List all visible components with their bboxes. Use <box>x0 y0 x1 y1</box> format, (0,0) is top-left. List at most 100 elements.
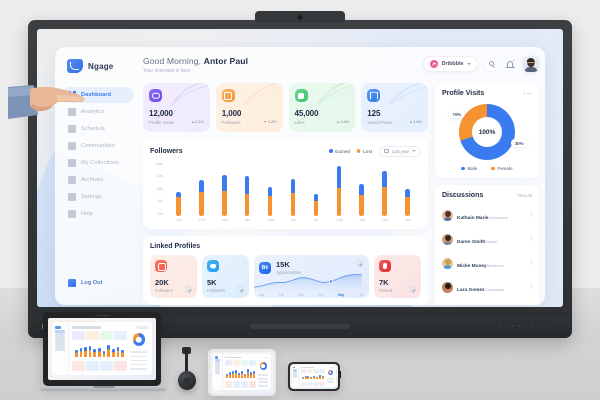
bar-column[interactable] <box>267 162 273 216</box>
behance-expand-button[interactable] <box>356 260 363 267</box>
bar-column[interactable] <box>336 162 342 216</box>
linked-profile-behance[interactable]: Bē 15K Appreciations <box>254 255 369 298</box>
add-profile-button[interactable] <box>185 286 192 293</box>
phone-screen <box>289 363 339 390</box>
discussion-row[interactable]: Micke MuseyMentioned <box>442 251 532 275</box>
period-selector[interactable]: Last year <box>379 145 421 157</box>
add-profile-button[interactable] <box>409 286 416 293</box>
brand-selector[interactable]: Dribbble <box>423 56 478 72</box>
app-logo[interactable]: Ngage <box>62 57 134 73</box>
mini-bar-chart <box>72 341 127 360</box>
y-tick-label: 40K <box>156 199 163 204</box>
discussion-row[interactable]: Lara GomezCommented <box>442 275 532 299</box>
male-percent-badge: 70% <box>449 110 465 118</box>
legend-item-gained: Gained <box>328 149 350 154</box>
bar-column[interactable] <box>382 162 387 216</box>
mini-sidebar <box>52 321 70 376</box>
display-screen: Ngage Dashboard Analytics Schedule <box>37 29 563 307</box>
donut-ring: 100% <box>459 104 515 160</box>
laptop-lid <box>43 312 161 386</box>
discussion-text: Micke MuseyMentioned <box>457 254 527 272</box>
legend-label: Female <box>497 166 513 171</box>
discussion-row[interactable]: Kathain MarieCommented <box>442 203 532 227</box>
mini-stat-cards <box>300 369 326 373</box>
bar-segment-lost <box>290 193 296 216</box>
avatar-body <box>442 241 453 245</box>
sidebar-item-schedule[interactable]: Schedule <box>62 121 134 137</box>
stat-value: 125 <box>367 109 381 118</box>
bar-column[interactable] <box>290 162 296 216</box>
avatar[interactable] <box>523 56 539 72</box>
y-tick-label: 20K <box>156 212 163 216</box>
bar-column[interactable] <box>405 162 410 216</box>
more-dots-icon[interactable] <box>530 259 532 267</box>
bar-column[interactable] <box>359 162 364 216</box>
heart-icon <box>294 89 308 102</box>
avatar <box>442 257 453 269</box>
chart-icon <box>68 108 76 116</box>
discussion-subtitle: Commented <box>484 288 505 292</box>
discussion-row[interactable]: Avatar OoReplied <box>442 299 532 305</box>
stat-trend: 3.4% <box>337 120 349 124</box>
linked-profile-value: 15K <box>276 260 290 269</box>
more-dots-icon[interactable] <box>530 283 532 291</box>
phone-side-button[interactable] <box>339 371 341 378</box>
linked-profiles-card: Linked Profiles 20K Followers <box>143 236 428 305</box>
stat-cards: 12,000 Profile Views 2.1% 1,000 <box>143 83 428 132</box>
donut-legend: Male Female <box>442 166 532 171</box>
dongle-body[interactable] <box>178 371 196 390</box>
more-dots-icon[interactable] <box>523 92 532 95</box>
help-icon <box>68 210 76 218</box>
donut-chart: 100% 70% 30% <box>442 101 532 163</box>
sidebar-item-communities[interactable]: Communities <box>62 138 134 154</box>
bar-column[interactable] <box>221 162 227 216</box>
sidebar-item-analytics[interactable]: Analytics <box>62 104 134 120</box>
stat-card-saved-posts[interactable]: 125 Saved Posts 1.8% <box>361 83 428 132</box>
stat-card-profile-views[interactable]: 12,000 Profile Views 2.1% <box>143 83 210 132</box>
bar-column[interactable] <box>199 162 204 216</box>
search-button[interactable] <box>485 57 498 71</box>
profile-visits-header: Profile Visits <box>442 90 532 97</box>
behance-header: Bē 15K Appreciations <box>259 260 364 275</box>
discussion-subtitle: Commented <box>488 216 509 220</box>
sidebar-item-settings[interactable]: Settings <box>62 189 134 205</box>
stat-card-followers[interactable]: 1,000 Followers 1.2% <box>215 83 283 132</box>
more-dots-icon[interactable] <box>530 235 532 243</box>
trend-value: 1.2% <box>267 119 277 124</box>
followers-chart-card: Followers Gained Lost <box>143 138 428 229</box>
stat-card-likes[interactable]: 45,000 Likes 3.4% <box>288 83 356 132</box>
mini-logo <box>292 366 296 369</box>
mini-body <box>224 360 270 388</box>
bar-segment-gained <box>176 192 181 198</box>
mini-stat-cards <box>224 360 257 367</box>
trend-value: 1.8% <box>413 119 422 124</box>
more-dots-icon[interactable] <box>530 211 532 219</box>
sidebar-item-my-collections[interactable]: My Collections <box>62 155 134 171</box>
linked-profile-twitter[interactable]: 5K Followers <box>202 255 249 298</box>
sidebar-item-help[interactable]: Help <box>62 206 134 222</box>
bar-column[interactable] <box>244 162 250 216</box>
bar-column[interactable] <box>176 162 181 216</box>
discussion-row[interactable]: Daren SmithReplied <box>442 227 532 251</box>
notifications-button[interactable] <box>505 58 516 71</box>
linked-profile-label: Followers <box>155 288 173 293</box>
followers-chart: 100K 80K 60K 40K 20K Jan Feb Mar Apr May Jun Jul Au… <box>150 160 421 226</box>
bar-segment-lost <box>267 196 273 216</box>
sidebar-item-archives[interactable]: Archives <box>62 172 134 188</box>
stat-label: Followers <box>221 119 241 125</box>
main-content: Good Morning, Antor Paul Your overview i… <box>141 47 545 305</box>
person-icon <box>221 89 235 102</box>
linked-profile-instagram[interactable]: 20K Followers <box>150 255 197 298</box>
logout-button[interactable]: Log Out <box>62 275 134 291</box>
add-profile-button[interactable] <box>237 286 244 293</box>
bar-column[interactable] <box>313 162 319 216</box>
discussion-subtitle: Replied <box>485 240 498 244</box>
ngage-logo-icon <box>67 59 83 73</box>
view-all-link[interactable]: View All <box>517 193 532 198</box>
mini-topbar <box>224 356 270 359</box>
linked-profile-pinterest[interactable]: 7K Pinned <box>374 255 421 298</box>
calendar-icon <box>384 148 389 154</box>
sidebar-item-label: Help <box>81 211 93 217</box>
discussion-name: Lara Gomez <box>457 288 485 293</box>
people-icon <box>68 142 76 150</box>
